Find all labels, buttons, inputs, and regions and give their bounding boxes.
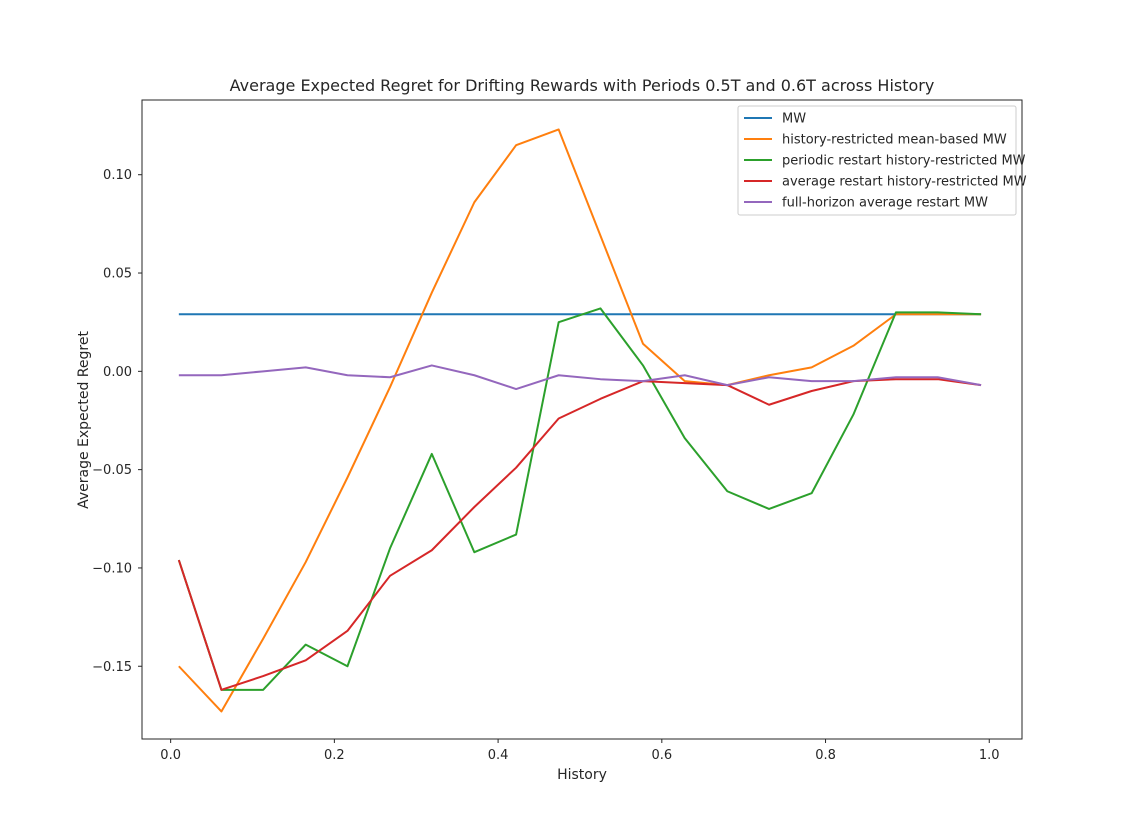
y-tick-label: 0.10: [103, 168, 132, 183]
chart-title: Average Expected Regret for Drifting Rew…: [230, 76, 935, 95]
y-axis-ticks: −0.15 −0.10 −0.05 0.00 0.05 0.10: [92, 168, 142, 675]
series-line-4: [177, 378, 982, 691]
x-tick-label: 0.8: [815, 748, 836, 763]
series-line-3: [177, 307, 982, 691]
plot-frame: [141, 99, 1023, 740]
y-tick-label: −0.10: [92, 561, 132, 576]
y-tick-label: 0.05: [103, 267, 132, 282]
y-tick-label: −0.15: [92, 660, 132, 675]
x-tick-label: 0.6: [651, 748, 672, 763]
x-axis-label: History: [557, 767, 607, 783]
x-tick-label: 0.2: [324, 748, 345, 763]
y-tick-label: −0.05: [92, 463, 132, 478]
x-tick-label: 0.4: [488, 748, 509, 763]
series-line-5: [178, 364, 982, 391]
legend-label-3: periodic restart history-restricted MW: [782, 154, 1026, 169]
legend-items: MW history-restricted mean-based MW period…: [744, 112, 1027, 211]
x-tick-label: 0.0: [160, 748, 181, 763]
y-tick-label: 0.00: [103, 365, 132, 380]
series-line-2: [178, 128, 982, 713]
y-axis-label: Average Expected Regret: [76, 331, 92, 509]
x-axis-ticks: 0.0 0.2 0.4 0.6 0.8 1.0: [160, 739, 1000, 763]
legend-label-2: history-restricted mean-based MW: [782, 133, 1007, 148]
x-tick-label: 1.0: [979, 748, 1000, 763]
legend-box: [737, 105, 1017, 216]
legend: MW history-restricted mean-based MW period…: [737, 105, 1027, 216]
plot-lines: [177, 128, 982, 713]
legend-label-4: average restart history-restricted MW: [782, 175, 1027, 190]
legend-label-5: full-horizon average restart MW: [782, 196, 988, 211]
legend-label-1: MW: [782, 112, 806, 127]
